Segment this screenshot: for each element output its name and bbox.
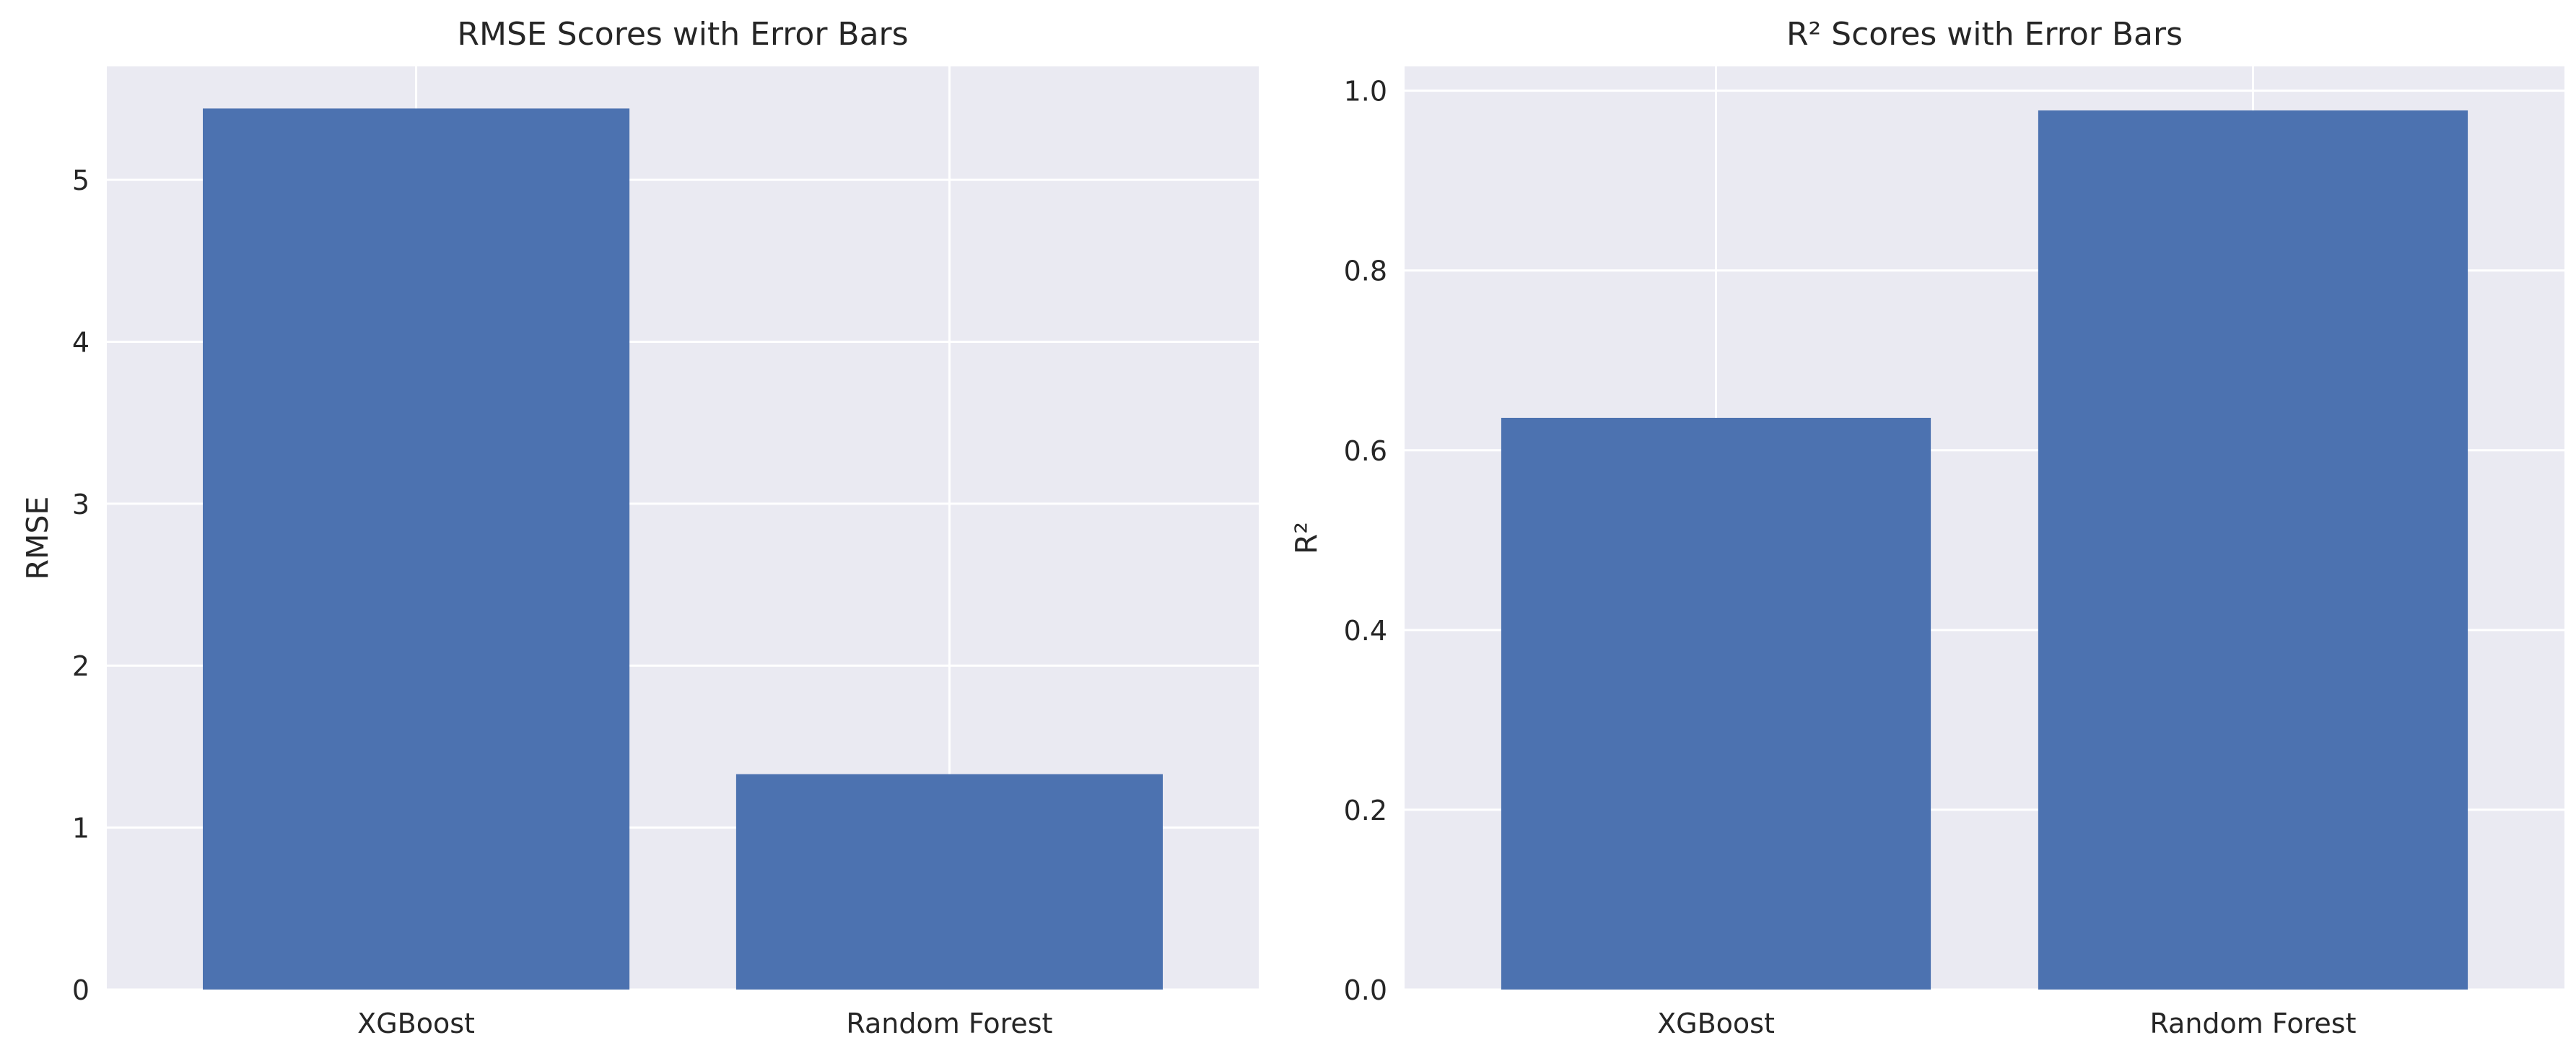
rmse-y-tick-label-1: 1 <box>72 813 89 844</box>
r2-x-tick-label-0: XGBoost <box>1657 1008 1775 1039</box>
rmse-bar-0 <box>203 108 630 990</box>
rmse-chart: 0 1 2 3 4 5 XGBoost Random Forest RMSE Scores … <box>20 16 1259 1039</box>
rmse-y-tick-label-3: 3 <box>72 489 89 520</box>
rmse-x-tick-label-1: Random Forest <box>846 1008 1052 1039</box>
r2-chart-title: R² Scores with Error Bars <box>1786 16 2183 53</box>
rmse-y-tick-label-5: 5 <box>72 165 89 196</box>
r2-y-tick-label-0: 0.0 <box>1344 974 1387 1006</box>
r2-y-tick-label-2: 0.4 <box>1344 615 1387 647</box>
rmse-y-axis-label: RMSE <box>20 497 55 580</box>
r2-y-tick-label-3: 0.6 <box>1344 435 1387 467</box>
rmse-bars <box>203 108 1163 990</box>
r2-bar-0 <box>1501 417 1931 990</box>
rmse-y-tick-label-2: 2 <box>72 650 89 682</box>
r2-bars <box>1501 110 2468 990</box>
rmse-bar-1 <box>735 774 1163 990</box>
r2-x-ticks: XGBoost Random Forest <box>1657 1008 2356 1039</box>
r2-y-ticks: 0.0 0.2 0.4 0.6 0.8 1.0 <box>1344 76 1387 1006</box>
rmse-y-ticks: 0 1 2 3 4 5 <box>72 165 89 1006</box>
r2-y-axis-label: R² <box>1289 522 1324 554</box>
r2-x-tick-label-1: Random Forest <box>2149 1008 2356 1039</box>
rmse-chart-title: RMSE Scores with Error Bars <box>457 16 908 53</box>
r2-y-tick-label-1: 0.2 <box>1344 795 1387 826</box>
r2-y-tick-label-5: 1.0 <box>1344 76 1387 108</box>
rmse-y-tick-label-4: 4 <box>72 326 89 358</box>
r2-bar-1 <box>2038 110 2468 990</box>
r2-chart: 0.00.20.40.60.81.0 XGBoost Random Forest … <box>1289 16 2564 1039</box>
rmse-x-tick-label-0: XGBoost <box>357 1008 475 1039</box>
r2-y-tick-label-4: 0.8 <box>1344 256 1387 287</box>
rmse-y-tick-label-0: 0 <box>72 974 89 1006</box>
rmse-x-ticks: XGBoost Random Forest <box>357 1008 1052 1039</box>
